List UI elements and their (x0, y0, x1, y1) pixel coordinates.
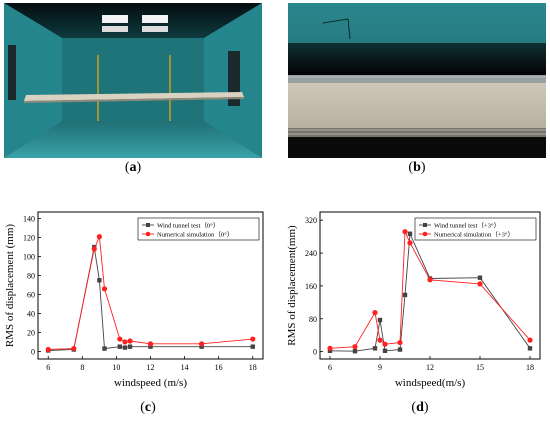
series-1-point (477, 281, 483, 287)
x-tick-label: 18 (526, 363, 534, 372)
y-tick-label: 160 (305, 282, 317, 291)
caption-b: (b) (408, 160, 426, 175)
series-1-point (147, 341, 154, 347)
y-tick-label: 140 (23, 215, 35, 224)
series-1-point (382, 341, 388, 347)
series-1-point (327, 345, 333, 351)
series-0-point (382, 348, 388, 353)
series-1-point (397, 339, 403, 346)
series-0-point (377, 317, 383, 323)
series-line-1 (329, 231, 531, 349)
photo-bridge-model (288, 3, 546, 158)
x-tick-label: 12 (426, 363, 434, 372)
series-0-point (402, 292, 408, 298)
y-axis-label: RMS of displacement (mm) (4, 224, 16, 347)
caption-c: (c) (140, 400, 156, 415)
chart-c: 6 8 10 12 14 16 18 0 20 40 60 80 100 120 140 windspeed … (4, 211, 264, 389)
x-tick-label: 14 (181, 363, 189, 372)
x-tick-label: 12 (147, 363, 155, 372)
y-tick-label: 240 (305, 249, 317, 258)
series-0-point (102, 346, 107, 351)
series-0-point (477, 275, 483, 280)
series-1-point (101, 286, 108, 292)
series-1-point (352, 344, 358, 350)
x-axis-label: windspeed (m/s) (114, 377, 187, 389)
y-tick-label: 40 (27, 309, 35, 318)
series-0-point (250, 344, 255, 349)
y-tick-label: 80 (27, 272, 35, 281)
series-1-point (250, 336, 256, 342)
series-0-point (199, 344, 204, 349)
chart-d: 6 9 12 15 18 0 80 160 240 320 windspeed(m/s) RMS of… (286, 211, 541, 389)
series-line-0 (48, 247, 253, 351)
series-1-point (377, 337, 383, 343)
series-1-point (407, 240, 413, 246)
series-0-point (352, 348, 358, 354)
series-1-point (117, 336, 123, 342)
legend-entry: Numerical simulation（+3°） (434, 231, 514, 239)
y-tick-label: 0 (313, 348, 317, 357)
series-0-point (527, 346, 533, 351)
y-tick-label: 100 (23, 253, 35, 262)
series-1-point (372, 310, 378, 316)
series-0-point (122, 345, 128, 350)
series-1-point (199, 341, 205, 347)
legend-marker (422, 231, 428, 237)
legend-entry: Wind tunnel test（+3°） (434, 222, 500, 230)
y-axis-label: RMS of displacement(mm) (286, 225, 298, 346)
series-1-point (71, 345, 77, 352)
series-0-point (97, 278, 102, 283)
x-tick-label: 6 (328, 363, 332, 372)
series-0-point (127, 344, 133, 349)
photo-wind-tunnel-interior (4, 3, 262, 158)
series-1-point (96, 234, 102, 240)
x-tick-label: 10 (112, 363, 120, 372)
series-0-point (117, 344, 123, 349)
x-tick-label: 8 (80, 363, 84, 372)
series-1-point (127, 338, 133, 344)
series-1-point (427, 277, 433, 283)
series-0-point (372, 346, 378, 351)
series-line-1 (48, 236, 253, 350)
series-0-point (148, 344, 153, 349)
y-tick-label: 120 (23, 234, 35, 243)
y-tick-label: 0 (31, 347, 35, 356)
y-tick-label: 60 (27, 291, 35, 300)
legend-entry: Wind tunnel test（0°） (157, 222, 219, 230)
x-tick-label: 9 (378, 363, 382, 372)
legend-marker (146, 223, 150, 227)
x-axis-label: windspeed(m/s) (395, 377, 466, 389)
x-tick-label: 18 (249, 363, 257, 372)
y-tick-label: 320 (305, 216, 317, 225)
series-0-point (407, 231, 413, 236)
series-1-point (45, 346, 51, 353)
series-1-point (527, 337, 533, 343)
legend-box (414, 217, 537, 241)
legend-marker (145, 231, 151, 237)
caption-d: (d) (411, 400, 429, 415)
series-1-point (122, 339, 128, 345)
series-1-point (402, 229, 408, 235)
y-tick-label: 80 (309, 315, 317, 324)
series-0-point (397, 347, 403, 352)
series-line-0 (329, 233, 531, 352)
x-tick-label: 16 (215, 363, 223, 372)
x-tick-label: 15 (476, 363, 484, 372)
legend-marker (423, 223, 427, 227)
series-1-point (91, 246, 97, 252)
legend-entry: Numerical simulation（0°） (157, 231, 233, 239)
legend-box (137, 217, 260, 241)
y-tick-label: 20 (27, 328, 35, 337)
x-tick-label: 6 (46, 363, 50, 372)
caption-a: (a) (124, 160, 142, 175)
